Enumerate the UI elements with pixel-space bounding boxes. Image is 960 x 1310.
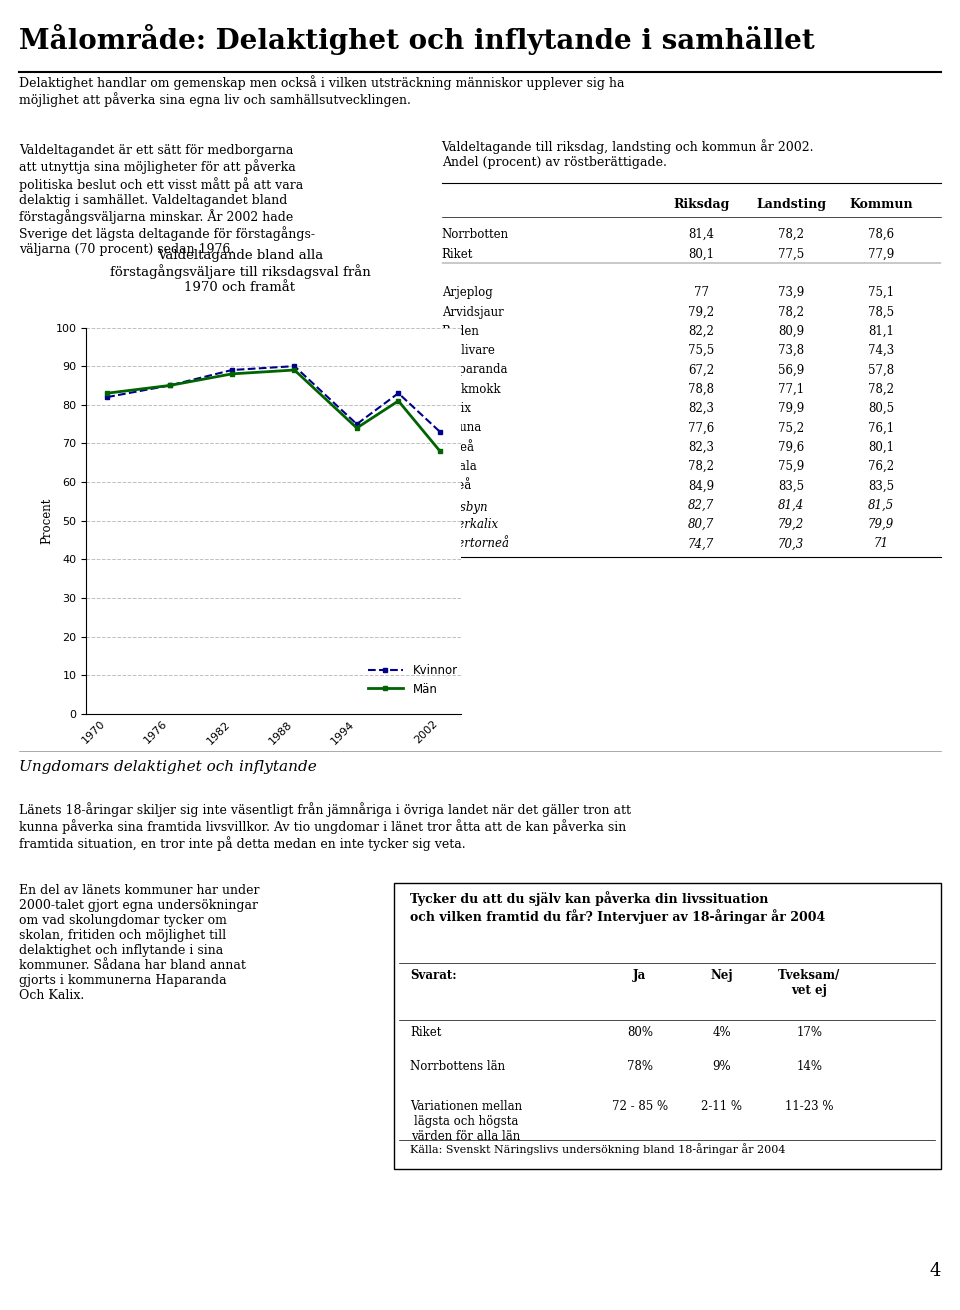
Text: Haparanda: Haparanda	[442, 363, 508, 376]
Text: 76,2: 76,2	[868, 460, 894, 473]
Legend: Kvinnor, Män: Kvinnor, Män	[363, 659, 463, 701]
Text: 76,1: 76,1	[868, 422, 894, 435]
Text: Arvidsjaur: Arvidsjaur	[442, 305, 503, 318]
Text: 78,5: 78,5	[868, 305, 894, 318]
Text: 9%: 9%	[712, 1060, 732, 1073]
Text: 75,1: 75,1	[868, 286, 894, 299]
Text: 17%: 17%	[797, 1026, 823, 1039]
Text: 77,1: 77,1	[778, 383, 804, 396]
Text: Norrbottens län: Norrbottens län	[410, 1060, 505, 1073]
Text: 79,2: 79,2	[778, 517, 804, 531]
Text: Variationen mellan
lägsta och högsta
värden för alla län: Variationen mellan lägsta och högsta vär…	[410, 1100, 522, 1144]
Text: 80%: 80%	[627, 1026, 653, 1039]
Text: 83,5: 83,5	[778, 479, 804, 493]
Text: Överkalix: Överkalix	[442, 517, 499, 531]
Text: 77,5: 77,5	[778, 248, 804, 261]
Text: Riksdag: Riksdag	[673, 198, 730, 211]
Text: 79,9: 79,9	[778, 402, 804, 415]
Text: 80,9: 80,9	[778, 325, 804, 338]
Text: Arjeplog: Arjeplog	[442, 286, 492, 299]
Text: Landsting: Landsting	[756, 198, 827, 211]
Text: 77,6: 77,6	[688, 422, 714, 435]
Text: Älvsbyn: Älvsbyn	[442, 499, 489, 514]
Text: 84,9: 84,9	[688, 479, 714, 493]
Y-axis label: Procent: Procent	[40, 498, 53, 544]
Text: 82,2: 82,2	[688, 325, 714, 338]
Text: 77: 77	[694, 286, 708, 299]
Text: 70,3: 70,3	[778, 537, 804, 550]
Text: 56,9: 56,9	[778, 363, 804, 376]
Text: Valdeltagande bland alla
förstagångsväljare till riksdagsval från
1970 och framå: Valdeltagande bland alla förstagångsvälj…	[109, 249, 371, 295]
Text: Tveksam/
vet ej: Tveksam/ vet ej	[779, 968, 841, 997]
Text: 80,5: 80,5	[868, 402, 894, 415]
Text: Riket: Riket	[410, 1026, 442, 1039]
Text: 78,8: 78,8	[688, 383, 714, 396]
Text: 81,4: 81,4	[778, 499, 804, 512]
Text: 67,2: 67,2	[688, 363, 714, 376]
Text: Kiruna: Kiruna	[442, 422, 482, 435]
Text: 77,9: 77,9	[868, 248, 894, 261]
Text: 11-23 %: 11-23 %	[785, 1100, 833, 1113]
Text: Pajala: Pajala	[442, 460, 477, 473]
Text: Kalix: Kalix	[442, 402, 471, 415]
Text: Valdeltagandet är ett sätt för medborgarna
att utnyttja sina möjligheter för att: Valdeltagandet är ett sätt för medborgar…	[19, 144, 315, 255]
Text: Riket: Riket	[442, 248, 473, 261]
Text: 75,2: 75,2	[778, 422, 804, 435]
Text: Gällivare: Gällivare	[442, 345, 495, 358]
Text: 82,7: 82,7	[688, 499, 714, 512]
Text: 79,6: 79,6	[778, 440, 804, 453]
Text: 78,2: 78,2	[868, 383, 894, 396]
Text: Boden: Boden	[442, 325, 479, 338]
Text: 81,4: 81,4	[688, 228, 714, 241]
Text: 79,9: 79,9	[868, 517, 894, 531]
Text: Källa: Svenskt Näringslivs undersökning bland 18-åringar år 2004: Källa: Svenskt Näringslivs undersökning …	[410, 1142, 785, 1154]
Text: 73,8: 73,8	[778, 345, 804, 358]
Text: 2-11 %: 2-11 %	[702, 1100, 742, 1113]
Text: Kommun: Kommun	[849, 198, 913, 211]
Text: 57,8: 57,8	[868, 363, 894, 376]
Text: 78,2: 78,2	[778, 305, 804, 318]
Text: 78,6: 78,6	[868, 228, 894, 241]
Text: Övertorneå: Övertorneå	[442, 537, 510, 550]
Text: 81,1: 81,1	[868, 325, 894, 338]
Text: Svarat:: Svarat:	[410, 968, 457, 981]
Text: Ja: Ja	[634, 968, 646, 981]
Text: 82,3: 82,3	[688, 402, 714, 415]
Text: 75,9: 75,9	[778, 460, 804, 473]
Text: 78%: 78%	[627, 1060, 653, 1073]
Text: 83,5: 83,5	[868, 479, 894, 493]
Text: 74,3: 74,3	[868, 345, 894, 358]
Text: 81,5: 81,5	[868, 499, 894, 512]
Text: 74,7: 74,7	[688, 537, 714, 550]
Text: Målområde: Delaktighet och inflytande i samhället: Målområde: Delaktighet och inflytande i …	[19, 24, 815, 55]
Text: 71: 71	[874, 537, 888, 550]
Text: 80,7: 80,7	[688, 517, 714, 531]
Text: Valdeltagande till riksdag, landsting och kommun år 2002.
Andel (procent) av rös: Valdeltagande till riksdag, landsting oc…	[442, 139, 814, 169]
Text: 80,1: 80,1	[688, 248, 714, 261]
Text: 79,2: 79,2	[688, 305, 714, 318]
Text: Tycker du att du själv kan påverka din livssituation
och vilken framtid du får? : Tycker du att du själv kan påverka din l…	[410, 892, 826, 924]
Text: 82,3: 82,3	[688, 440, 714, 453]
Text: Delaktighet handlar om gemenskap men också i vilken utsträckning människor upple: Delaktighet handlar om gemenskap men ock…	[19, 75, 625, 107]
Text: Jokkmokk: Jokkmokk	[442, 383, 500, 396]
Text: 80,1: 80,1	[868, 440, 894, 453]
Text: Piteå: Piteå	[442, 479, 472, 493]
Text: 78,2: 78,2	[688, 460, 714, 473]
Text: Nej: Nej	[710, 968, 733, 981]
Text: Länets 18-åringar skiljer sig inte väsentligt från jämnåriga i övriga landet när: Länets 18-åringar skiljer sig inte väsen…	[19, 802, 632, 852]
Text: Luleå: Luleå	[442, 440, 474, 453]
Text: 73,9: 73,9	[778, 286, 804, 299]
Text: 75,5: 75,5	[688, 345, 714, 358]
Text: 4: 4	[929, 1262, 941, 1280]
Text: 14%: 14%	[797, 1060, 823, 1073]
Text: En del av länets kommuner har under
2000-talet gjort egna undersökningar
om vad : En del av länets kommuner har under 2000…	[19, 884, 260, 1002]
Text: 4%: 4%	[712, 1026, 732, 1039]
Text: Norrbotten: Norrbotten	[442, 228, 509, 241]
Text: 78,2: 78,2	[778, 228, 804, 241]
Text: 72 - 85 %: 72 - 85 %	[612, 1100, 668, 1113]
Text: Ungdomars delaktighet och inflytande: Ungdomars delaktighet och inflytande	[19, 760, 317, 774]
